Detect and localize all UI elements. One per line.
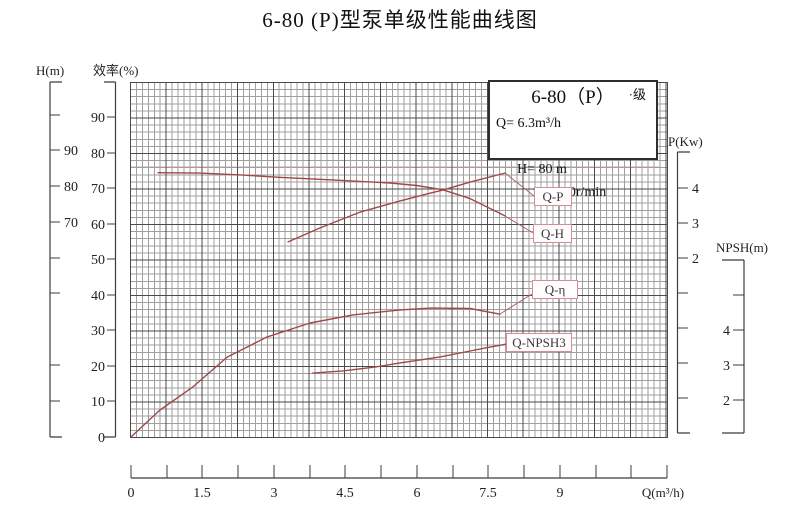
npsh-tick-label: 4 xyxy=(723,324,730,339)
npsh-axis-title: NPSH(m) xyxy=(716,240,768,255)
rating-info-box: 6-80（P） ·级 Q= 6.3m³/h H= 80 m n=2950r/mi… xyxy=(488,80,658,200)
p-tick-label: 2 xyxy=(692,252,699,267)
q-npsh3-curve xyxy=(312,343,508,374)
rated-head: H= 80 m xyxy=(517,162,567,177)
q-tick-label: 4.5 xyxy=(336,486,354,501)
eff-tick-label: 70 xyxy=(91,182,105,197)
eff-tick-label: 60 xyxy=(91,218,105,233)
q-tick-label: 9 xyxy=(557,486,564,501)
h-tick-label: 80 xyxy=(64,180,78,195)
q-tick-label: 3 xyxy=(271,486,278,501)
pump-model: 6-80（P） xyxy=(531,87,615,108)
eff-tick-label: 20 xyxy=(91,360,105,375)
eff-tick-label: 90 xyxy=(91,111,105,126)
q-tick-label: 1.5 xyxy=(193,486,211,501)
h-tick-label: 70 xyxy=(64,216,78,231)
q-tick-label: 0 xyxy=(128,486,135,501)
eff-tick-label: 10 xyxy=(91,395,105,410)
h-tick-label: 90 xyxy=(64,144,78,159)
p-tick-label: 3 xyxy=(692,217,699,232)
power-axis: P(Kw) 4 3 2 xyxy=(668,134,703,434)
flow-axis: 0 1.5 3 4.5 6 7.5 9 Q(m³/h) xyxy=(128,465,684,501)
qp-leader-line xyxy=(504,172,535,197)
npsh-tick-label: 2 xyxy=(723,394,730,409)
power-axis-title: P(Kw) xyxy=(668,134,703,149)
npsh-tick-label: 3 xyxy=(723,359,730,374)
eff-tick-label: 50 xyxy=(91,253,105,268)
eff-tick-label: 80 xyxy=(91,147,105,162)
efficiency-axis-title: 效率(%) xyxy=(93,63,139,78)
q-p-curve-tag: Q-P xyxy=(534,187,572,206)
q-tick-label: 7.5 xyxy=(479,486,497,501)
rated-flow: Q= 6.3m³/h xyxy=(496,116,561,131)
h-axis-title: H(m) xyxy=(36,63,64,78)
eff-tick-label: 0 xyxy=(98,431,105,446)
chart-title: 6-80 (P)型泵单级性能曲线图 xyxy=(262,8,538,32)
q-eta-curve xyxy=(130,307,501,438)
eff-tick-label: 40 xyxy=(91,289,105,304)
qh-leader-line xyxy=(504,215,534,234)
stage-label: ·级 xyxy=(628,87,646,102)
flow-axis-title: Q(m³/h) xyxy=(642,485,684,500)
h-axis: H(m) 90 80 70 xyxy=(36,63,78,438)
qeta-leader-line xyxy=(499,293,533,315)
q-eta-curve-tag: Q-η xyxy=(532,280,578,299)
q-h-curve-tag: Q-H xyxy=(533,224,572,243)
q-npsh3-curve-tag: Q-NPSH3 xyxy=(506,333,572,352)
q-tick-label: 6 xyxy=(414,486,421,501)
efficiency-axis: 效率(%) 90 80 70 60 50 40 30 20 10 0 xyxy=(91,63,139,446)
eff-tick-label: 30 xyxy=(91,324,105,339)
q-h-curve xyxy=(157,171,506,217)
q-p-curve xyxy=(287,172,506,243)
p-tick-label: 4 xyxy=(692,182,699,197)
npsh-axis: NPSH(m) 4 3 2 xyxy=(716,240,768,434)
